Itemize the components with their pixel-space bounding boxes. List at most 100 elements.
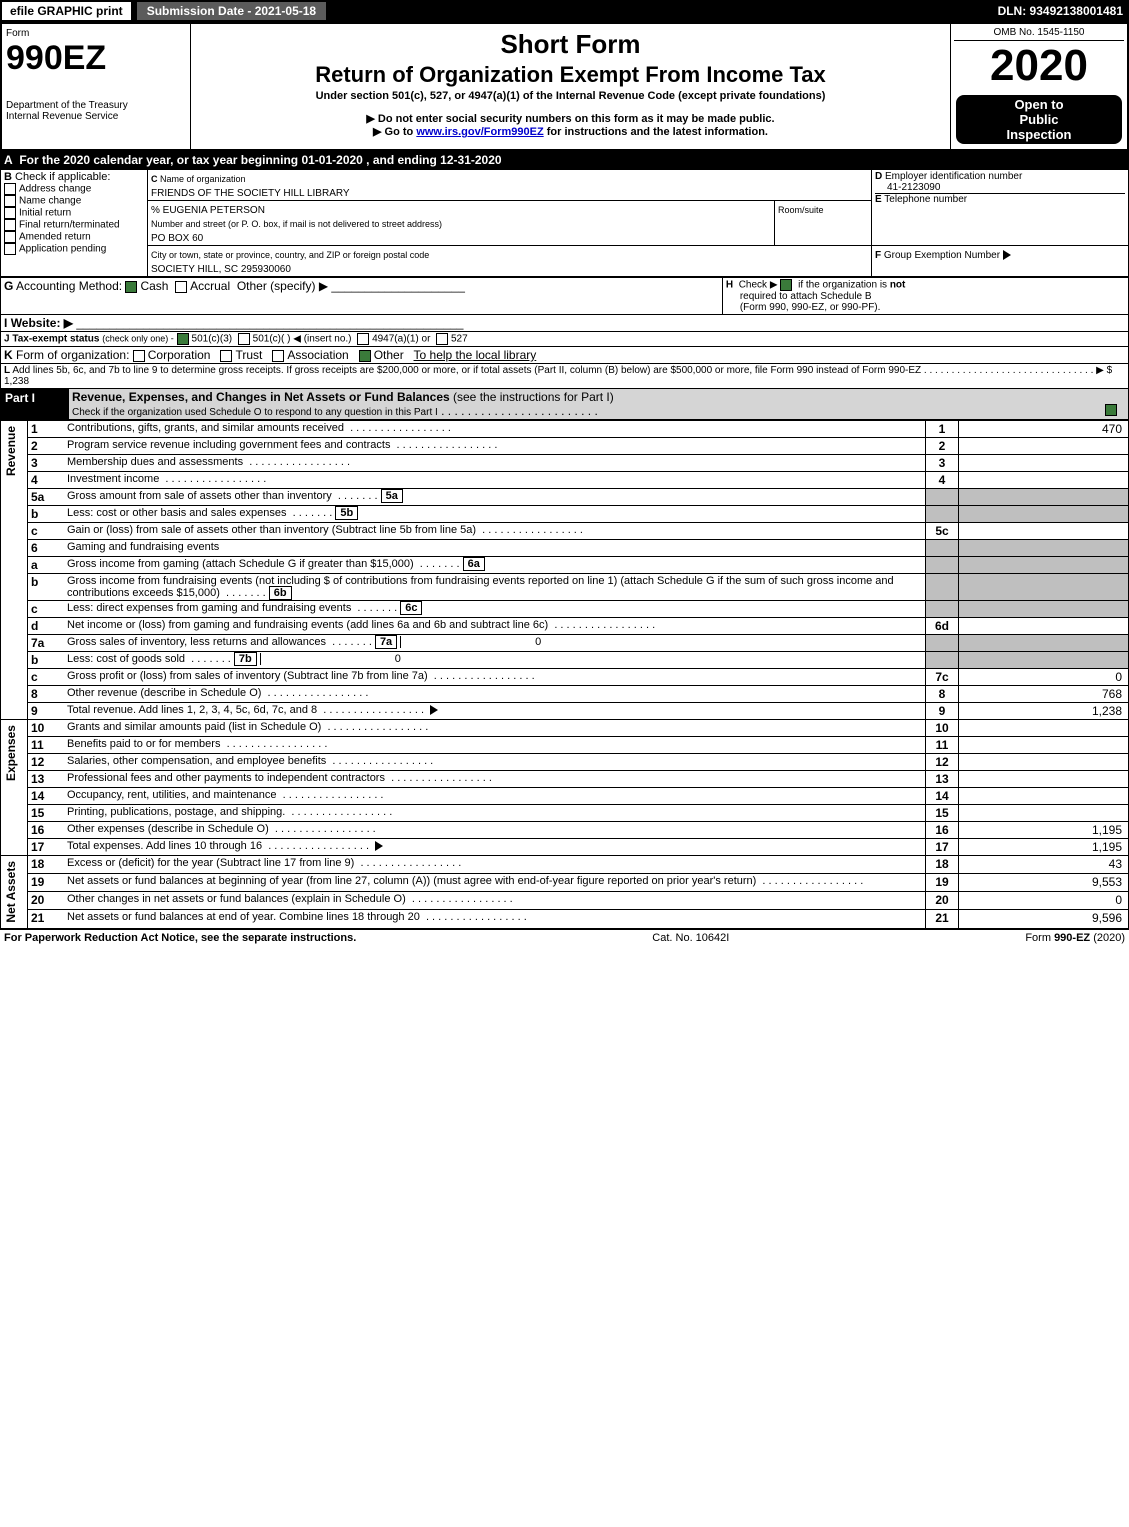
care-of: % EUGENIA PETERSON [151, 205, 265, 216]
footer: For Paperwork Reduction Act Notice, see … [0, 929, 1129, 946]
line-box: 18 [926, 856, 959, 874]
line-box: 21 [926, 910, 959, 928]
line-desc: Printing, publications, postage, and shi… [64, 805, 926, 822]
line-desc: Occupancy, rent, utilities, and maintena… [64, 788, 926, 805]
line-num: 3 [28, 455, 65, 472]
line-desc: Total revenue. Add lines 1, 2, 3, 4, 5c,… [64, 703, 926, 720]
b-checkbox[interactable] [4, 183, 16, 195]
line-box [926, 540, 959, 557]
expenses-vlabel: Expenses [4, 721, 18, 785]
line-num: 13 [28, 771, 65, 788]
cash-checkbox[interactable] [125, 281, 137, 293]
part-i-title: Revenue, Expenses, and Changes in Net As… [72, 390, 450, 404]
short-form-title: Short Form [194, 29, 947, 60]
line-box: 6d [926, 618, 959, 635]
line-value [959, 720, 1129, 737]
line-desc: Other revenue (describe in Schedule O) .… [64, 686, 926, 703]
line-value [959, 574, 1129, 601]
line-desc: Gain or (loss) from sale of assets other… [64, 523, 926, 540]
k-checkbox[interactable] [133, 350, 145, 362]
line-box: 2 [926, 438, 959, 455]
line-box [926, 635, 959, 652]
line-num: 16 [28, 822, 65, 839]
line-num: 8 [28, 686, 65, 703]
goto-prefix: ▶ Go to [373, 126, 416, 138]
city-state-zip: SOCIETY HILL, SC 295930060 [151, 264, 291, 275]
line-num: 6 [28, 540, 65, 557]
e-label: Telephone number [884, 194, 967, 205]
4947-checkbox[interactable] [357, 333, 369, 345]
c-label: Name of organization [160, 174, 246, 184]
line-value: 9,553 [959, 874, 1129, 892]
b-checkbox[interactable] [4, 219, 16, 231]
line-num: 15 [28, 805, 65, 822]
line-num: c [28, 601, 65, 618]
line-num: 20 [28, 892, 65, 910]
line-box: 12 [926, 754, 959, 771]
line-box: 4 [926, 472, 959, 489]
accrual-checkbox[interactable] [175, 281, 187, 293]
b-checkbox[interactable] [4, 243, 16, 255]
527-checkbox[interactable] [436, 333, 448, 345]
line-box [926, 574, 959, 601]
line-value: 470 [959, 421, 1129, 438]
line-num: 14 [28, 788, 65, 805]
line-value [959, 771, 1129, 788]
line-num: 2 [28, 438, 65, 455]
footer-cat: Cat. No. 10642I [652, 932, 729, 944]
b-checkbox[interactable] [4, 207, 16, 219]
line-box: 14 [926, 788, 959, 805]
line-box [926, 489, 959, 506]
line-desc: Investment income . . . . . . . . . . . … [64, 472, 926, 489]
line-num: 4 [28, 472, 65, 489]
b-checkbox[interactable] [4, 231, 16, 243]
netassets-vlabel: Net Assets [4, 857, 18, 927]
line-num: 18 [28, 856, 65, 874]
line-value [959, 652, 1129, 669]
h-checkbox[interactable] [780, 279, 792, 291]
k-checkbox[interactable] [272, 350, 284, 362]
line-num: 19 [28, 874, 65, 892]
line-box: 5c [926, 523, 959, 540]
other-text: To help the local library [414, 348, 537, 362]
k-checkbox[interactable] [220, 350, 232, 362]
l-text: Add lines 5b, 6c, and 7b to line 9 to de… [12, 365, 921, 376]
efile-print-label[interactable]: efile GRAPHIC print [0, 0, 133, 22]
line-num: a [28, 557, 65, 574]
line-value: 1,238 [959, 703, 1129, 720]
line-desc: Less: cost of goods sold . . . . . . . 7… [64, 652, 926, 669]
tax-period: A For the 2020 calendar year, or tax yea… [0, 151, 1129, 169]
501c-checkbox[interactable] [238, 333, 250, 345]
tax-year: 2020 [954, 41, 1124, 91]
line-desc: Other changes in net assets or fund bala… [64, 892, 926, 910]
line-value [959, 788, 1129, 805]
line-desc: Total expenses. Add lines 10 through 16 … [64, 839, 926, 856]
line-desc: Gaming and fundraising events [64, 540, 926, 557]
form-word: Form [6, 28, 186, 39]
501c3-checkbox[interactable] [177, 333, 189, 345]
line-value [959, 506, 1129, 523]
goto-note: ▶ Go to www.irs.gov/Form990EZ for instru… [194, 125, 947, 138]
line-box: 20 [926, 892, 959, 910]
line-box: 19 [926, 874, 959, 892]
ein: 41-2123090 [875, 182, 1125, 193]
k-checkbox[interactable] [359, 350, 371, 362]
ssn-note: ▶ Do not enter social security numbers o… [194, 112, 947, 125]
revenue-vlabel: Revenue [4, 422, 18, 480]
parti-checkbox[interactable] [1105, 404, 1117, 416]
j-label: Tax-exempt status [12, 334, 99, 345]
dept-treasury: Department of the Treasury [6, 100, 186, 111]
b-checkbox[interactable] [4, 195, 16, 207]
line-box [926, 506, 959, 523]
line-value: 9,596 [959, 910, 1129, 928]
line-value: 1,195 [959, 839, 1129, 856]
open-inspection: Open toPublicInspection [956, 95, 1122, 144]
omb-number: OMB No. 1545-1150 [954, 25, 1124, 41]
line-num: b [28, 652, 65, 669]
irs-link[interactable]: www.irs.gov/Form990EZ [416, 126, 543, 138]
website-label: Website: ▶ [11, 316, 73, 330]
line-value: 0 [959, 669, 1129, 686]
line-box [926, 601, 959, 618]
form-header: Form 990EZ Department of the Treasury In… [0, 22, 1129, 151]
line-value [959, 601, 1129, 618]
